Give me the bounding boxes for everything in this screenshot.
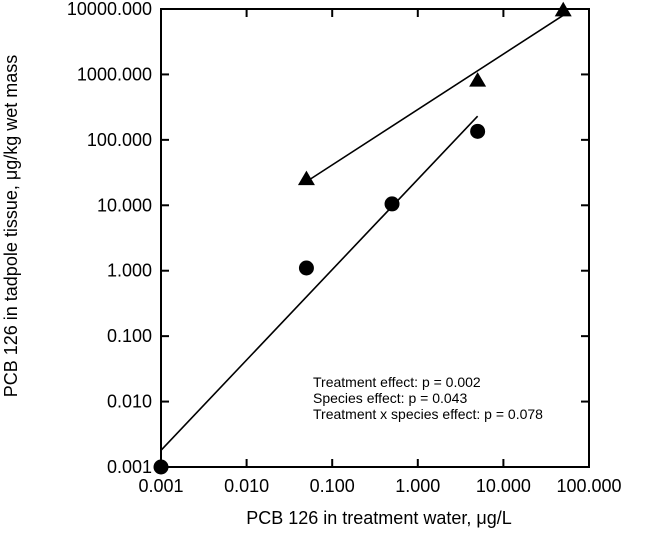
x-tick-label: 0.001 — [138, 476, 183, 496]
circle-fit-line — [160, 115, 479, 451]
triangle-fit-line — [305, 14, 564, 183]
circle-point — [153, 459, 169, 475]
y-tick-label: 100.000 — [87, 130, 152, 150]
x-axis-title: PCB 126 in treatment water, μg/L — [246, 508, 512, 528]
circle-point — [384, 196, 400, 212]
y-axis-ticks: 0.001 0.010 0.100 1.000 10.000 100.000 1000.00… — [67, 0, 589, 477]
plot-frame — [160, 8, 590, 468]
circle-point — [298, 260, 314, 276]
circle-point — [470, 123, 486, 139]
annotation-treatment: Treatment effect: p = 0.002 — [313, 374, 481, 390]
x-tick-label: 0.010 — [224, 476, 269, 496]
triangle-point — [469, 72, 487, 87]
y-tick-label: 10.000 — [97, 195, 152, 215]
fit-lines — [160, 14, 564, 451]
y-tick-label: 10000.000 — [67, 0, 152, 19]
y-tick-label: 0.001 — [107, 457, 152, 477]
plot-border — [160, 8, 590, 468]
x-tick-label: 1.000 — [395, 476, 440, 496]
y-tick-label: 1.000 — [107, 261, 152, 281]
y-axis-title: PCB 126 in tadpole tissue, μg/kg wet mas… — [1, 55, 21, 398]
y-tick-label: 1000.000 — [77, 64, 152, 84]
x-tick-label: 100.000 — [556, 476, 621, 496]
y-tick-label: 0.010 — [107, 392, 152, 412]
triangle-point — [554, 1, 572, 17]
triangle-point — [297, 170, 315, 186]
annotation-interaction: Treatment x species effect: p = 0.078 — [313, 406, 543, 422]
x-axis-ticks: 0.001 0.010 0.100 1.000 10.000 100.000 — [138, 9, 622, 496]
stats-annotations: Treatment effect: p = 0.002 Species effe… — [313, 374, 543, 422]
y-tick-label: 0.100 — [107, 326, 152, 346]
x-tick-label: 10.000 — [476, 476, 531, 496]
x-tick-label: 0.100 — [310, 476, 355, 496]
data-markers — [153, 1, 572, 475]
annotation-species: Species effect: p = 0.043 — [313, 390, 467, 406]
